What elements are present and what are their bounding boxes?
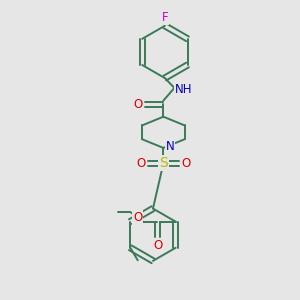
Text: O: O bbox=[134, 98, 143, 111]
Text: O: O bbox=[133, 211, 142, 224]
Text: O: O bbox=[153, 238, 162, 252]
Text: O: O bbox=[136, 157, 146, 170]
Text: F: F bbox=[161, 11, 168, 24]
Text: O: O bbox=[181, 157, 190, 170]
Text: N: N bbox=[166, 140, 174, 153]
Text: NH: NH bbox=[175, 83, 192, 96]
Text: S: S bbox=[159, 156, 168, 170]
